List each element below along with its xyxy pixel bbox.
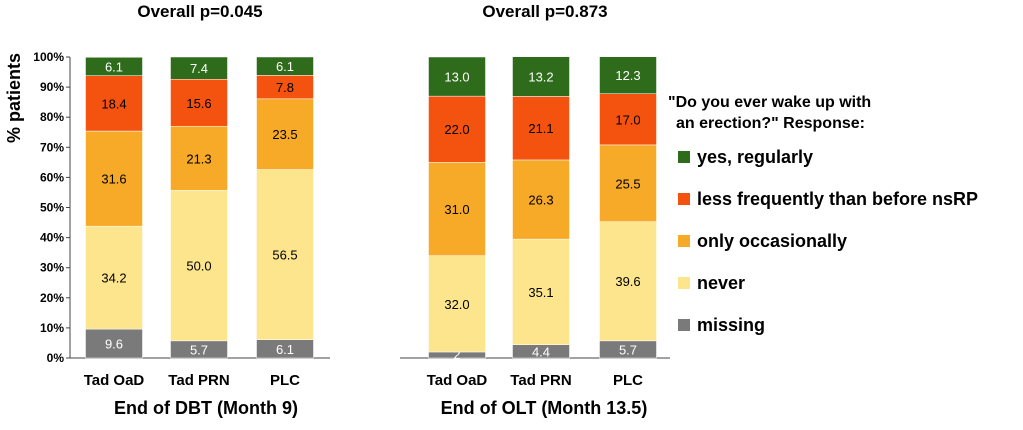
- bar-segment-never: [512, 238, 570, 346]
- legend-swatch-yes: [678, 151, 690, 163]
- data-label: 31.0: [444, 202, 469, 217]
- legend-label: never: [697, 273, 745, 293]
- data-label: 7.8: [276, 80, 294, 95]
- y-tick-label: 0%: [47, 351, 65, 365]
- bar-segment-yes: [428, 56, 486, 97]
- x-tick-label: Tad PRN: [168, 372, 229, 389]
- data-label: 17.0: [615, 112, 640, 127]
- bar-segment-less: [85, 75, 143, 132]
- data-label: 35.1: [528, 285, 553, 300]
- data-label: 5.7: [619, 342, 637, 357]
- x-tick-label: PLC: [270, 372, 300, 389]
- x-tick-label: Tad OaD: [84, 372, 145, 389]
- x-tick-label: PLC: [613, 372, 643, 389]
- legend-title-line-1: "Do you ever wake up with: [668, 94, 871, 111]
- data-label: 4.4: [532, 344, 550, 359]
- y-tick-label: 20%: [40, 291, 64, 305]
- y-tick-label: 40%: [40, 231, 64, 245]
- panel-1-title: Overall p=0.045: [137, 2, 262, 21]
- chart-marks: 0% 10% 20% 30% 40% 50% 60% 70% 80% 90% 100% 9.6 34.2…: [33, 50, 978, 389]
- y-tick-label: 30%: [40, 261, 64, 275]
- bar-segment-yes: [170, 56, 228, 80]
- y-tick-label: 60%: [40, 170, 64, 184]
- data-label: 56.5: [272, 248, 297, 263]
- data-label: 7.4: [190, 61, 208, 76]
- data-label: 18.4: [101, 96, 126, 111]
- panel-1-x-axis-title: End of DBT (Month 9): [114, 398, 298, 418]
- x-tick-label: Tad PRN: [510, 372, 571, 389]
- bar-segment-only: [170, 125, 228, 191]
- data-label: 23.5: [272, 127, 297, 142]
- legend-label: missing: [697, 315, 765, 335]
- legend-swatch-only: [678, 235, 690, 247]
- bar-segment-never: [599, 221, 657, 342]
- data-label: 6.1: [276, 342, 294, 357]
- data-label: 2: [453, 347, 460, 362]
- bar-segment-only: [256, 98, 314, 170]
- bar-segment-less: [428, 95, 486, 163]
- legend-swatch-less: [678, 193, 690, 205]
- bar-segment-yes: [85, 57, 143, 76]
- legend-label: only occasionally: [697, 231, 847, 251]
- y-tick-label: 90%: [40, 80, 64, 94]
- bar-segment-less: [512, 96, 570, 161]
- data-label: 32.0: [444, 297, 469, 312]
- data-label: 9.6: [105, 337, 123, 352]
- bar-segment-only: [85, 130, 143, 227]
- bar-segment-never: [170, 190, 228, 342]
- data-label: 5.7: [190, 342, 208, 357]
- y-tick-label: 50%: [40, 201, 64, 215]
- bar-segment-only: [428, 162, 486, 256]
- data-label: 22.0: [444, 122, 469, 137]
- y-tick-label: 10%: [40, 321, 64, 335]
- bar-segment-never: [428, 255, 486, 353]
- bar-segment-less: [170, 79, 228, 127]
- data-label: 6.1: [105, 59, 123, 74]
- legend-swatch-missing: [678, 319, 690, 331]
- legend-label: yes, regularly: [697, 147, 813, 167]
- legend-title-line-2: an erection?" Response:: [676, 115, 865, 132]
- legend-label: less frequently than before nsRP: [697, 189, 978, 209]
- data-label: 21.3: [186, 151, 211, 166]
- y-axis-title: % patients: [4, 53, 24, 143]
- data-label: 6.1: [276, 59, 294, 74]
- data-label: 39.6: [615, 274, 640, 289]
- x-tick-label: Tad OaD: [427, 372, 488, 389]
- data-label: 26.3: [528, 193, 553, 208]
- bar-segment-yes: [256, 56, 314, 76]
- data-label: 34.2: [101, 271, 126, 286]
- bar-segment-never: [256, 169, 314, 340]
- y-tick-label: 70%: [40, 140, 64, 154]
- data-label: 13.2: [528, 70, 553, 85]
- bar-segment-only: [599, 144, 657, 222]
- data-label: 25.5: [615, 176, 640, 191]
- panel-2-title: Overall p=0.873: [482, 2, 607, 21]
- y-tick-label: 100%: [33, 50, 64, 64]
- y-tick-label: 80%: [40, 110, 64, 124]
- data-label: 15.6: [186, 96, 211, 111]
- data-label: 12.3: [615, 68, 640, 83]
- bar-segment-less: [599, 93, 657, 146]
- data-label: 21.1: [528, 121, 553, 136]
- data-label: 31.6: [101, 172, 126, 187]
- data-label: 13.0: [444, 70, 469, 85]
- bar-segment-yes: [512, 56, 570, 97]
- bar-segment-yes: [599, 56, 657, 94]
- bar-segment-missing: [85, 328, 143, 359]
- panel-2-x-axis-title: End of OLT (Month 13.5): [441, 398, 648, 418]
- bar-segment-never: [85, 225, 143, 330]
- legend-swatch-never: [678, 277, 690, 289]
- data-label: 50.0: [186, 259, 211, 274]
